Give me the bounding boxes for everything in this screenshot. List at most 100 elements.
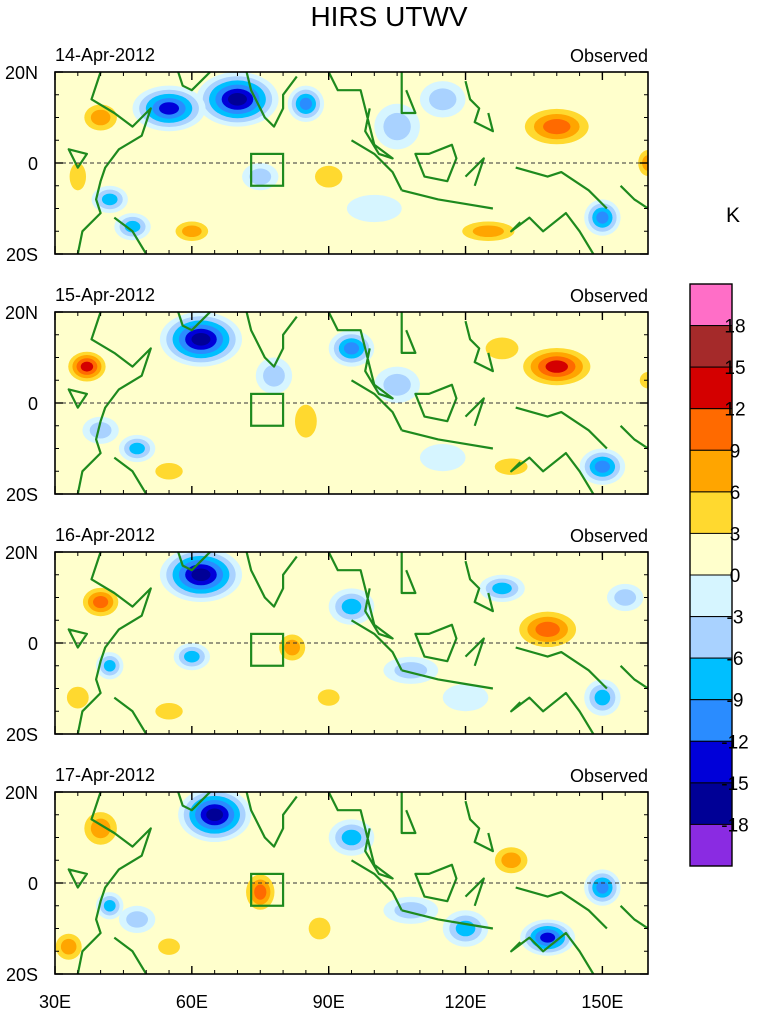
anomaly-contour	[184, 650, 200, 663]
anomaly-contour	[429, 88, 457, 111]
y-tick-label: 20S	[6, 725, 38, 745]
x-tick-label: 30E	[39, 992, 71, 1012]
colorbar-swatch	[689, 366, 733, 410]
anomaly-contour	[284, 639, 301, 656]
anomaly-contour	[341, 598, 362, 615]
anomaly-contour	[129, 442, 145, 455]
y-tick-label: 20N	[5, 783, 38, 803]
colorbar-swatch	[689, 532, 733, 576]
study-box	[250, 872, 285, 907]
colorbar-unit: K	[726, 204, 740, 227]
colorbar-label: -18	[721, 815, 748, 836]
colorbar-label: -3	[727, 608, 744, 629]
colorbar-label: -12	[721, 732, 748, 753]
map-panels: 20N 0 20S 14-Apr-2012 Observed 20N 0 20S 15-Apr-…	[5, 45, 649, 985]
anomaly-contour	[263, 364, 285, 387]
anomaly-contour	[639, 372, 648, 389]
y-tick-label: 0	[28, 154, 38, 174]
colorbar-swatch	[689, 408, 733, 451]
y-tick-label: 0	[28, 874, 38, 894]
panel-date: 16-Apr-2012	[55, 525, 155, 545]
anomaly-contour	[206, 808, 224, 822]
x-tick-label: 60E	[176, 992, 208, 1012]
anomaly-contour	[383, 112, 411, 141]
colorbar-swatch	[689, 283, 733, 327]
colorbar-frame	[689, 283, 733, 867]
anomaly-contour	[80, 361, 94, 372]
colorbar-label: 9	[730, 441, 741, 462]
anomaly-contour	[317, 689, 340, 706]
colorbar-label: 12	[724, 400, 745, 421]
coastline	[67, 792, 648, 974]
anomaly-contour	[155, 703, 183, 720]
y-tick-label: 0	[28, 394, 38, 414]
anomaly-contour	[182, 225, 202, 238]
anomaly-contour	[90, 818, 111, 839]
study-box	[250, 392, 285, 427]
colorbar-label: 15	[724, 358, 745, 379]
anomaly-contour	[314, 165, 343, 188]
anomaly-contour	[346, 194, 402, 223]
y-tick-label: 20N	[5, 543, 38, 563]
study-box	[250, 152, 285, 187]
y-tick-label: 20N	[5, 303, 38, 323]
anomaly-contour	[294, 404, 317, 438]
anomaly-contour	[614, 589, 637, 606]
y-tick-label: 0	[28, 634, 38, 654]
anomaly-contour	[540, 932, 556, 943]
map-panel: 20N 0 20S 14-Apr-2012 Observed	[5, 45, 649, 265]
anomaly-contour	[155, 463, 183, 480]
study-box	[250, 632, 285, 667]
anomaly-contour	[341, 829, 362, 846]
anomaly-contour	[383, 373, 411, 396]
colorbar-swatch	[689, 616, 733, 659]
colorbar-swatch	[689, 325, 733, 368]
colorbar	[689, 283, 733, 867]
anomaly-contour	[472, 225, 504, 238]
anomaly-contour	[596, 211, 609, 224]
panel-date: 17-Apr-2012	[55, 765, 155, 785]
anomaly-contour	[66, 686, 89, 709]
x-tick-label: 120E	[445, 992, 487, 1012]
anomaly-contour	[596, 881, 609, 894]
y-tick-label: 20N	[5, 63, 38, 83]
colorbar-label: -6	[727, 649, 744, 670]
anomaly-contour	[90, 109, 111, 126]
colorbar-label: 3	[730, 524, 741, 545]
anomaly-contour	[89, 422, 112, 439]
anomaly-contour	[249, 168, 272, 185]
coastline	[67, 312, 648, 494]
x-tick-label: 90E	[313, 992, 345, 1012]
x-tick-label: 150E	[581, 992, 623, 1012]
anomaly-contour	[126, 911, 149, 928]
panel-date: 14-Apr-2012	[55, 45, 155, 65]
anomaly-contour	[501, 852, 521, 869]
panel-tag: Observed	[570, 766, 648, 786]
anomaly-contour	[191, 568, 211, 582]
anomaly-contour	[543, 119, 571, 135]
anomaly-contour	[545, 360, 568, 373]
colorbar-labels: 18 15 12 9 6 3 0 -3 -6 -9 -12 -15 -18	[721, 317, 748, 837]
anomaly-contour	[594, 689, 611, 706]
colorbar-swatch	[689, 491, 733, 534]
anomaly-contour	[159, 102, 180, 115]
y-tick-label: 20S	[6, 245, 38, 265]
colorbar-label: 18	[724, 317, 745, 338]
anomaly-contour	[442, 684, 489, 712]
y-tick-label: 20S	[6, 965, 38, 985]
anomaly-contour	[492, 582, 512, 595]
anomaly-contour	[485, 337, 519, 360]
coastline	[67, 552, 648, 734]
panel-tag: Observed	[570, 46, 648, 66]
map-panel: 20N 0 20S 17-Apr-2012 Observed	[5, 765, 649, 985]
colorbar-swatch	[689, 782, 733, 826]
anomaly-field	[64, 72, 648, 245]
y-tick-label: 20S	[6, 485, 38, 505]
colorbar-label: -9	[727, 691, 744, 712]
anomaly-contour	[69, 162, 87, 191]
anomaly-contour	[227, 93, 247, 106]
anomaly-contour	[93, 595, 109, 609]
panel-date: 15-Apr-2012	[55, 285, 155, 305]
colorbar-label: -15	[721, 774, 748, 795]
